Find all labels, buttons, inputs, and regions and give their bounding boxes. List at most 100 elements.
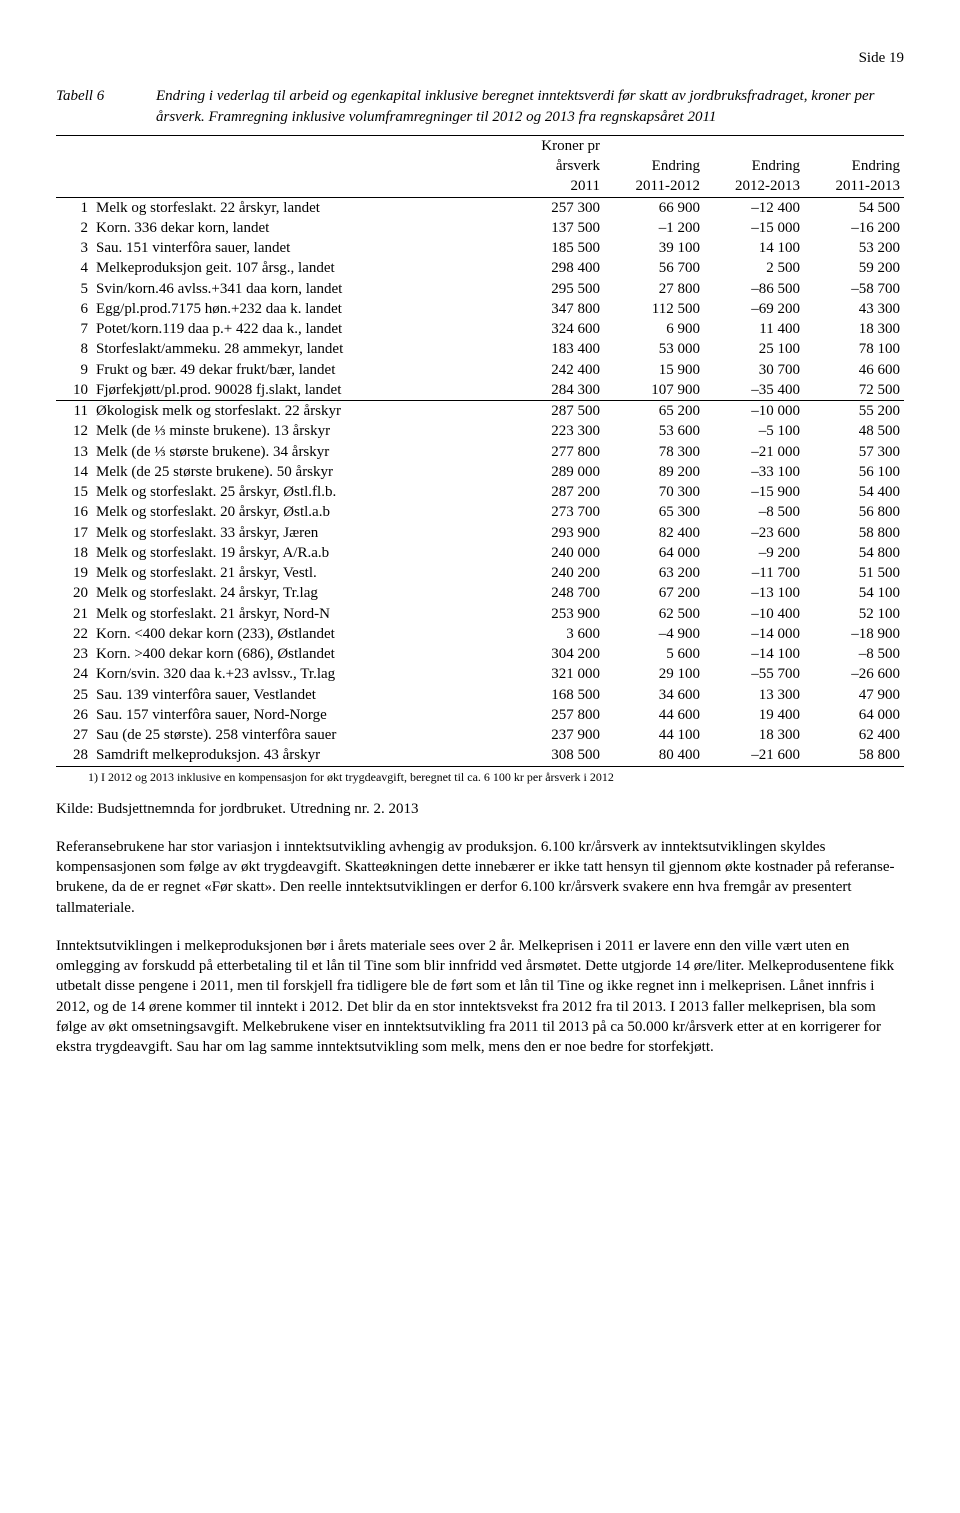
row-value-2011-2012: 15 900 — [604, 360, 704, 380]
row-number: 21 — [56, 604, 92, 624]
row-description: Korn. 336 dekar korn, landet — [92, 218, 504, 238]
row-number: 19 — [56, 563, 92, 583]
row-number: 2 — [56, 218, 92, 238]
row-description: Melk (de 25 største brukene). 50 årskyr — [92, 462, 504, 482]
row-value-2011-2013: 48 500 — [804, 421, 904, 441]
row-number: 24 — [56, 664, 92, 684]
row-description: Korn/svin. 320 daa k.+23 avlssv., Tr.lag — [92, 664, 504, 684]
row-value-2011-2012: 5 600 — [604, 644, 704, 664]
row-value-2011-2013: 72 500 — [804, 380, 904, 401]
row-value-2012-2013: –21 600 — [704, 745, 804, 766]
row-number: 3 — [56, 238, 92, 258]
row-value-2011-2013: 55 200 — [804, 401, 904, 422]
row-value-2011-2013: 43 300 — [804, 299, 904, 319]
row-description: Melk og storfeslakt. 22 årskyr, landet — [92, 197, 504, 218]
row-value-2011-2012: 112 500 — [604, 299, 704, 319]
row-value-2011: 287 200 — [504, 482, 604, 502]
row-value-2012-2013: –21 000 — [704, 442, 804, 462]
row-number: 9 — [56, 360, 92, 380]
row-number: 12 — [56, 421, 92, 441]
row-description: Sau. 157 vinterfôra sauer, Nord-Norge — [92, 705, 504, 725]
row-value-2011-2013: 58 800 — [804, 523, 904, 543]
row-value-2011: 253 900 — [504, 604, 604, 624]
row-value-2011-2012: 64 000 — [604, 543, 704, 563]
row-number: 11 — [56, 401, 92, 422]
row-value-2012-2013: –33 100 — [704, 462, 804, 482]
row-value-2011: 308 500 — [504, 745, 604, 766]
row-value-2011-2013: 46 600 — [804, 360, 904, 380]
row-number: 6 — [56, 299, 92, 319]
row-value-2011-2012: 89 200 — [604, 462, 704, 482]
table-row: 2Korn. 336 dekar korn, landet137 500–1 2… — [56, 218, 904, 238]
row-value-2011-2012: 27 800 — [604, 279, 704, 299]
table-title: Endring i vederlag til arbeid og egenkap… — [156, 86, 904, 127]
row-value-2011-2013: 53 200 — [804, 238, 904, 258]
row-description: Storfeslakt/ammeku. 28 ammekyr, landet — [92, 339, 504, 359]
row-description: Melk og storfeslakt. 19 årskyr, A/R.a.b — [92, 543, 504, 563]
row-value-2011-2013: 52 100 — [804, 604, 904, 624]
header-kroner: Kroner pr — [504, 135, 604, 156]
row-value-2011-2013: 51 500 — [804, 563, 904, 583]
table-row: 11Økologisk melk og storfeslakt. 22 årsk… — [56, 401, 904, 422]
table-header-row-3: 2011 2011-2012 2012-2013 2011-2013 — [56, 176, 904, 197]
row-value-2011-2012: 67 200 — [604, 583, 704, 603]
row-value-2011: 168 500 — [504, 685, 604, 705]
row-description: Melk og storfeslakt. 21 årskyr, Vestl. — [92, 563, 504, 583]
row-value-2011-2012: –4 900 — [604, 624, 704, 644]
header-endring-1: Endring — [604, 156, 704, 176]
table-row: 18Melk og storfeslakt. 19 årskyr, A/R.a.… — [56, 543, 904, 563]
row-value-2011-2012: 65 300 — [604, 502, 704, 522]
table-row: 15Melk og storfeslakt. 25 årskyr, Østl.f… — [56, 482, 904, 502]
row-value-2011: 3 600 — [504, 624, 604, 644]
row-value-2011-2013: 58 800 — [804, 745, 904, 766]
table-row: 3Sau. 151 vinterfôra sauer, landet185 50… — [56, 238, 904, 258]
table-row: 13Melk (de ⅓ største brukene). 34 årskyr… — [56, 442, 904, 462]
table-row: 1Melk og storfeslakt. 22 årskyr, landet2… — [56, 197, 904, 218]
row-value-2012-2013: –8 500 — [704, 502, 804, 522]
row-value-2011: 347 800 — [504, 299, 604, 319]
header-2012-2013: 2012-2013 — [704, 176, 804, 197]
row-number: 28 — [56, 745, 92, 766]
row-description: Samdrift melkeproduksjon. 43 årskyr — [92, 745, 504, 766]
row-value-2011-2013: –26 600 — [804, 664, 904, 684]
row-description: Sau (de 25 største). 258 vinterfôra saue… — [92, 725, 504, 745]
table-row: 7Potet/korn.119 daa p.+ 422 daa k., land… — [56, 319, 904, 339]
header-endring-3: Endring — [804, 156, 904, 176]
row-value-2012-2013: –35 400 — [704, 380, 804, 401]
row-value-2011: 223 300 — [504, 421, 604, 441]
row-value-2011-2013: 47 900 — [804, 685, 904, 705]
table-row: 6Egg/pl.prod.7175 høn.+232 daa k. landet… — [56, 299, 904, 319]
row-value-2012-2013: –86 500 — [704, 279, 804, 299]
row-value-2012-2013: 18 300 — [704, 725, 804, 745]
table-row: 24Korn/svin. 320 daa k.+23 avlssv., Tr.l… — [56, 664, 904, 684]
row-value-2011: 185 500 — [504, 238, 604, 258]
table-row: 27Sau (de 25 største). 258 vinterfôra sa… — [56, 725, 904, 745]
table-row: 4Melkeproduksjon geit. 107 årsg., landet… — [56, 258, 904, 278]
row-description: Melk (de ⅓ minste brukene). 13 årskyr — [92, 421, 504, 441]
row-description: Melk og storfeslakt. 25 årskyr, Østl.fl.… — [92, 482, 504, 502]
row-value-2011-2013: 54 800 — [804, 543, 904, 563]
table-row: 10Fjørfekjøtt/pl.prod. 90028 fj.slakt, l… — [56, 380, 904, 401]
row-description: Korn. <400 dekar korn (233), Østlandet — [92, 624, 504, 644]
row-value-2011: 237 900 — [504, 725, 604, 745]
row-value-2011: 298 400 — [504, 258, 604, 278]
row-number: 10 — [56, 380, 92, 401]
row-value-2011: 257 300 — [504, 197, 604, 218]
row-number: 26 — [56, 705, 92, 725]
row-value-2012-2013: –10 000 — [704, 401, 804, 422]
table-header-row-2: årsverk Endring Endring Endring — [56, 156, 904, 176]
row-value-2011-2012: 78 300 — [604, 442, 704, 462]
row-value-2011: 321 000 — [504, 664, 604, 684]
body-paragraph-2: Inntektsutviklingen i melkeproduksjonen … — [56, 936, 904, 1058]
row-description: Sau. 151 vinterfôra sauer, landet — [92, 238, 504, 258]
row-description: Egg/pl.prod.7175 høn.+232 daa k. landet — [92, 299, 504, 319]
row-value-2011: 257 800 — [504, 705, 604, 725]
table-row: 26Sau. 157 vinterfôra sauer, Nord-Norge2… — [56, 705, 904, 725]
row-value-2012-2013: –15 000 — [704, 218, 804, 238]
row-value-2011: 324 600 — [504, 319, 604, 339]
row-value-2011-2012: 53 000 — [604, 339, 704, 359]
row-value-2012-2013: –10 400 — [704, 604, 804, 624]
table-row: 23Korn. >400 dekar korn (686), Østlandet… — [56, 644, 904, 664]
row-value-2011: 242 400 — [504, 360, 604, 380]
row-number: 14 — [56, 462, 92, 482]
